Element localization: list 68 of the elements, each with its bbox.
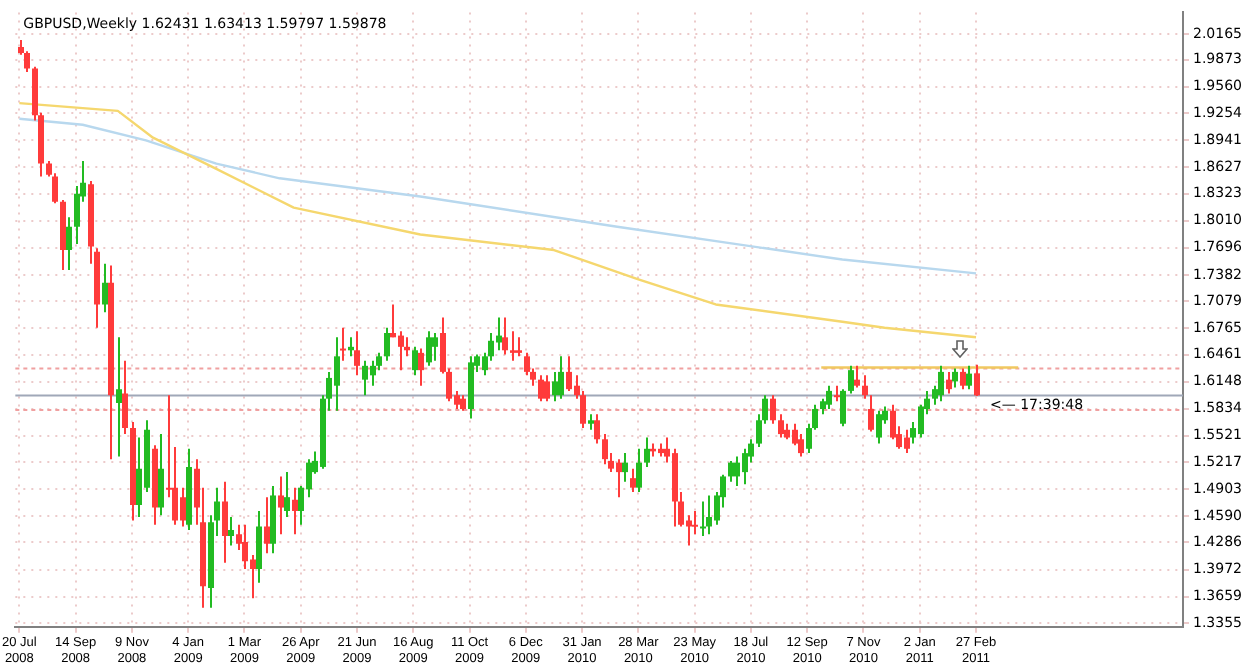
candlestick <box>370 359 376 387</box>
candlestick <box>264 496 270 555</box>
candlestick <box>468 355 474 420</box>
candlestick <box>566 355 572 392</box>
candlestick <box>538 374 544 403</box>
candlestick <box>742 447 748 486</box>
candlestick <box>960 367 966 391</box>
candlestick <box>116 336 122 458</box>
candlestick <box>136 436 142 519</box>
candlestick <box>602 433 608 466</box>
candlestick <box>426 330 432 367</box>
candlestick <box>734 455 740 487</box>
candlestick <box>354 330 360 377</box>
candlestick <box>938 364 944 403</box>
candlestick <box>284 471 290 519</box>
candlestick <box>122 359 128 436</box>
candlestick <box>398 330 404 372</box>
candlestick <box>616 458 622 499</box>
candlestick <box>644 436 650 468</box>
candlestick <box>966 364 972 391</box>
candlestick <box>334 336 340 412</box>
candlestick <box>390 303 396 339</box>
candlestick <box>340 326 346 362</box>
candlestick <box>728 459 734 483</box>
candlestick <box>544 374 550 403</box>
candlestick <box>496 316 502 352</box>
candlestick <box>692 510 698 536</box>
candlestick <box>594 413 600 445</box>
candlestick <box>502 316 508 356</box>
candlestick <box>974 363 980 398</box>
candlestick <box>516 336 522 358</box>
candlestick <box>706 494 712 536</box>
candlestick <box>180 486 186 528</box>
candlestick <box>840 388 846 428</box>
candlestick <box>222 480 228 564</box>
candlestick <box>622 452 628 483</box>
candlestick <box>418 347 424 387</box>
candlestick <box>848 364 854 395</box>
candlestick <box>412 345 418 377</box>
candlestick <box>256 510 262 584</box>
candlestick <box>700 500 706 538</box>
candlestick <box>854 364 860 389</box>
candlestick <box>826 384 832 411</box>
candlestick <box>876 409 882 445</box>
candlestick <box>432 331 438 362</box>
candlestick <box>904 428 910 455</box>
candlestick <box>510 330 516 362</box>
candlestick <box>158 433 164 517</box>
candlestick <box>102 262 108 314</box>
candlestick <box>890 403 896 441</box>
candlestick <box>66 216 72 271</box>
candlestick <box>778 413 784 439</box>
candlestick <box>228 516 234 547</box>
candlestick <box>558 355 564 400</box>
candlestick <box>362 359 368 397</box>
candlestick <box>862 374 868 400</box>
candlestick <box>770 394 776 425</box>
candlestick <box>552 370 558 403</box>
candlestick <box>868 394 874 433</box>
candlestick <box>946 370 952 395</box>
candlestick <box>52 172 58 205</box>
candlestick <box>636 447 642 493</box>
candlestick <box>278 475 284 536</box>
candlestick <box>384 326 390 362</box>
candlestick <box>292 486 298 536</box>
candlestick <box>242 523 248 570</box>
candlestick <box>952 367 958 389</box>
candlestick <box>630 467 636 493</box>
